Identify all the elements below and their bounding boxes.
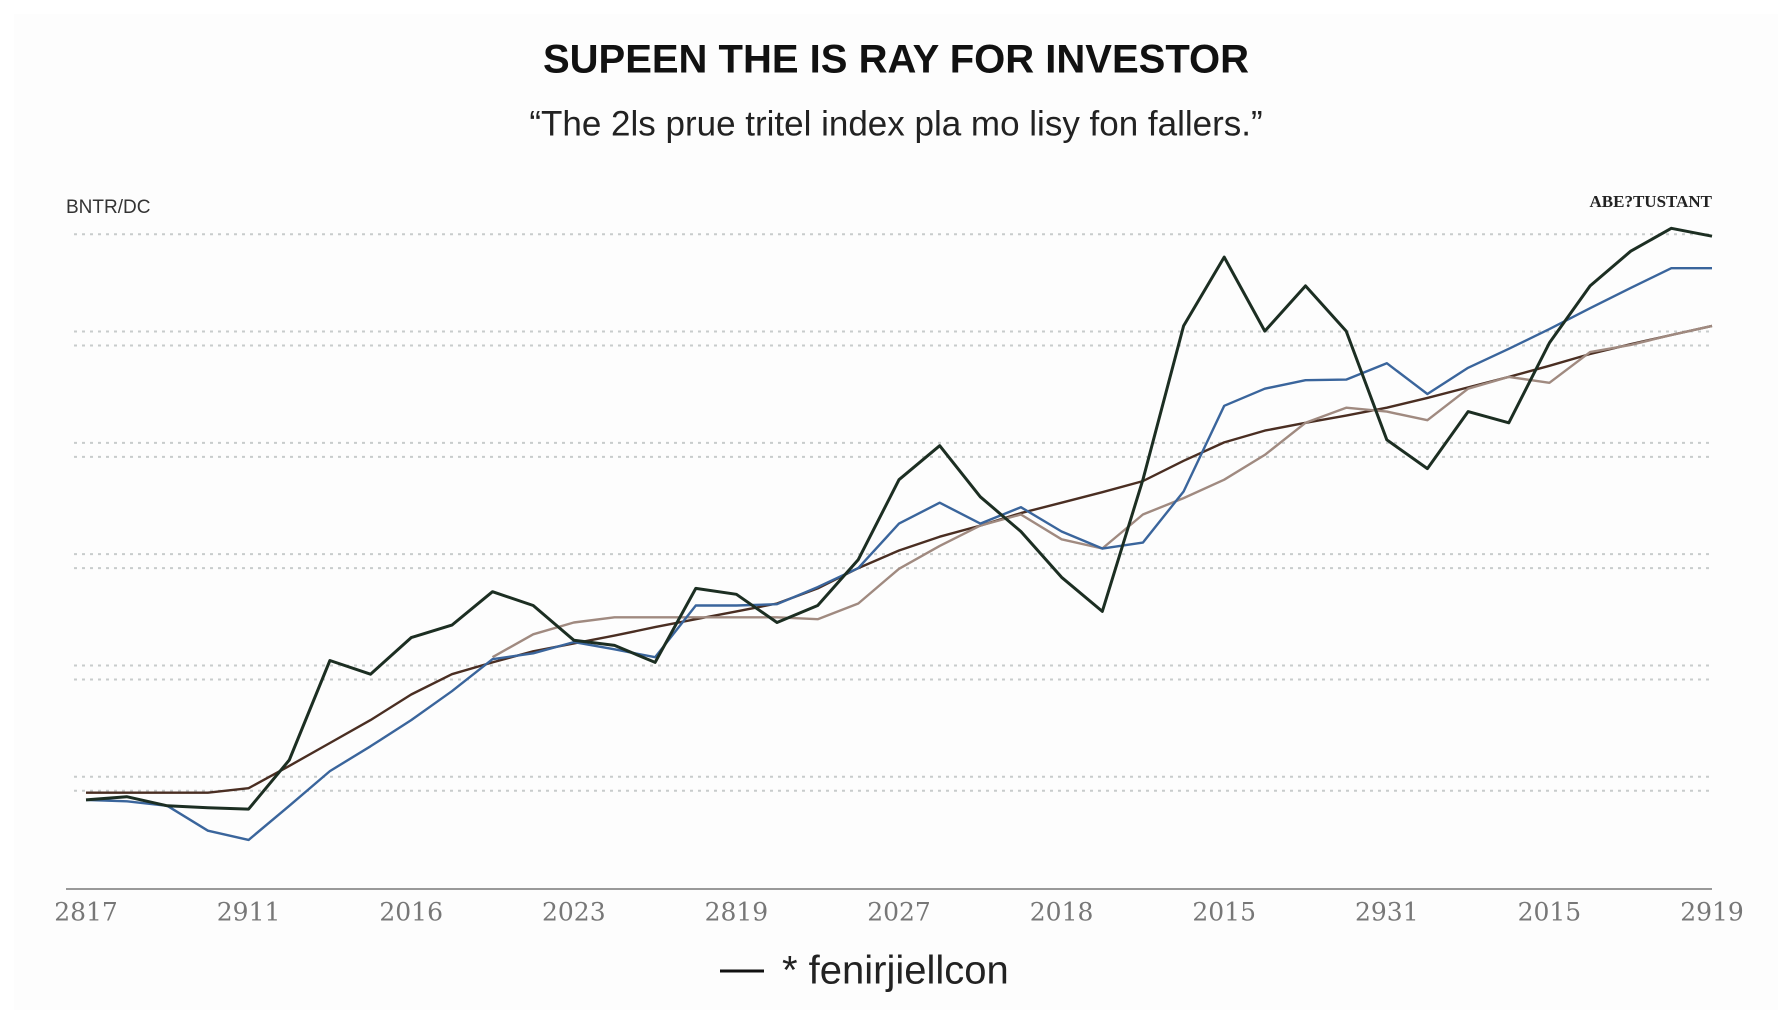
x-tick-label: 2819 <box>705 898 769 927</box>
x-tick-label: 2023 <box>542 898 606 927</box>
left-label: BNTR/DC <box>66 197 150 218</box>
right-label: ABE?TUSTANT <box>1590 192 1713 211</box>
x-tick-label: 2018 <box>1030 898 1094 927</box>
x-tick-label: 2016 <box>379 898 443 927</box>
series-line <box>85 267 1712 842</box>
series-line <box>85 226 1713 811</box>
series-line <box>86 324 1713 794</box>
x-tick-label: 2817 <box>54 898 118 927</box>
x-tick-label: 2919 <box>1680 898 1744 927</box>
chart-frame <box>14 14 1778 1010</box>
x-tick-label: 2027 <box>867 898 931 927</box>
chart-subtitle: “The 2ls prue tritel index pla mo lisy f… <box>529 104 1262 143</box>
x-tick-label: 2931 <box>1355 898 1419 927</box>
x-tick-label: 2015 <box>1518 898 1582 927</box>
x-tick-label: 2015 <box>1192 898 1256 927</box>
x-tick-label: 2911 <box>217 898 281 927</box>
chart-title: SUPEEN THE IS RAY FOR INVESTOR <box>543 38 1249 82</box>
legend-label: * fenirjiellcon <box>782 949 1009 993</box>
